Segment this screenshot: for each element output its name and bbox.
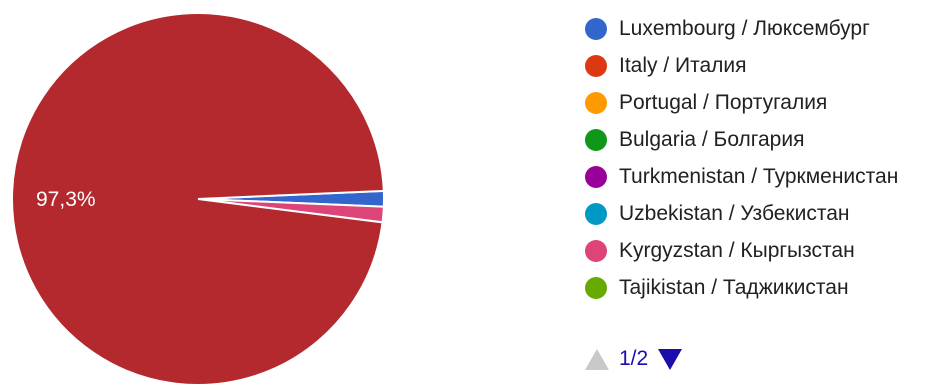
legend-swatch-icon xyxy=(585,202,607,225)
legend-item[interactable]: Italy / Италия xyxy=(585,47,898,84)
legend-swatch-icon xyxy=(585,165,607,188)
legend-label: Tajikistan / Таджикистан xyxy=(619,275,849,299)
previous-page-icon[interactable] xyxy=(585,348,609,370)
pie-chart: 97,3% xyxy=(0,0,400,385)
legend-label: Italy / Италия xyxy=(619,53,747,77)
legend-swatch-icon xyxy=(585,17,607,40)
legend-swatch-icon xyxy=(585,91,607,114)
legend-item[interactable]: Luxembourg / Люксембург xyxy=(585,10,898,47)
pie-svg: 97,3% xyxy=(11,12,385,385)
legend-label: Portugal / Португалия xyxy=(619,90,828,114)
next-page-icon[interactable] xyxy=(658,348,683,370)
legend-pager: 1/2 xyxy=(585,344,683,374)
legend-item[interactable]: Bulgaria / Болгария xyxy=(585,121,898,158)
page-indicator: 1/2 xyxy=(619,347,649,370)
legend-item[interactable]: Tajikistan / Таджикистан xyxy=(585,269,898,306)
legend-swatch-icon xyxy=(585,276,607,299)
legend-swatch-icon xyxy=(585,54,607,77)
chart-legend: Luxembourg / Люксембург Italy / Италия Por… xyxy=(585,10,898,306)
legend-label: Turkmenistan / Туркменистан xyxy=(619,164,899,188)
pie-slice-3[interactable] xyxy=(11,12,385,385)
legend-label: Bulgaria / Болгария xyxy=(619,127,805,151)
slice-data-label: 97,3% xyxy=(36,188,96,211)
legend-item[interactable]: Turkmenistan / Туркменистан xyxy=(585,158,898,195)
legend-swatch-icon xyxy=(585,239,607,262)
legend-label: Kyrgyzstan / Кыргызстан xyxy=(619,238,855,262)
legend-item[interactable]: Portugal / Португалия xyxy=(585,84,898,121)
legend-label: Luxembourg / Люксембург xyxy=(619,16,870,40)
legend-swatch-icon xyxy=(585,128,607,151)
legend-label: Uzbekistan / Узбекистан xyxy=(619,201,850,225)
legend-item[interactable]: Kyrgyzstan / Кыргызстан xyxy=(585,232,898,269)
legend-item[interactable]: Uzbekistan / Узбекистан xyxy=(585,195,898,232)
